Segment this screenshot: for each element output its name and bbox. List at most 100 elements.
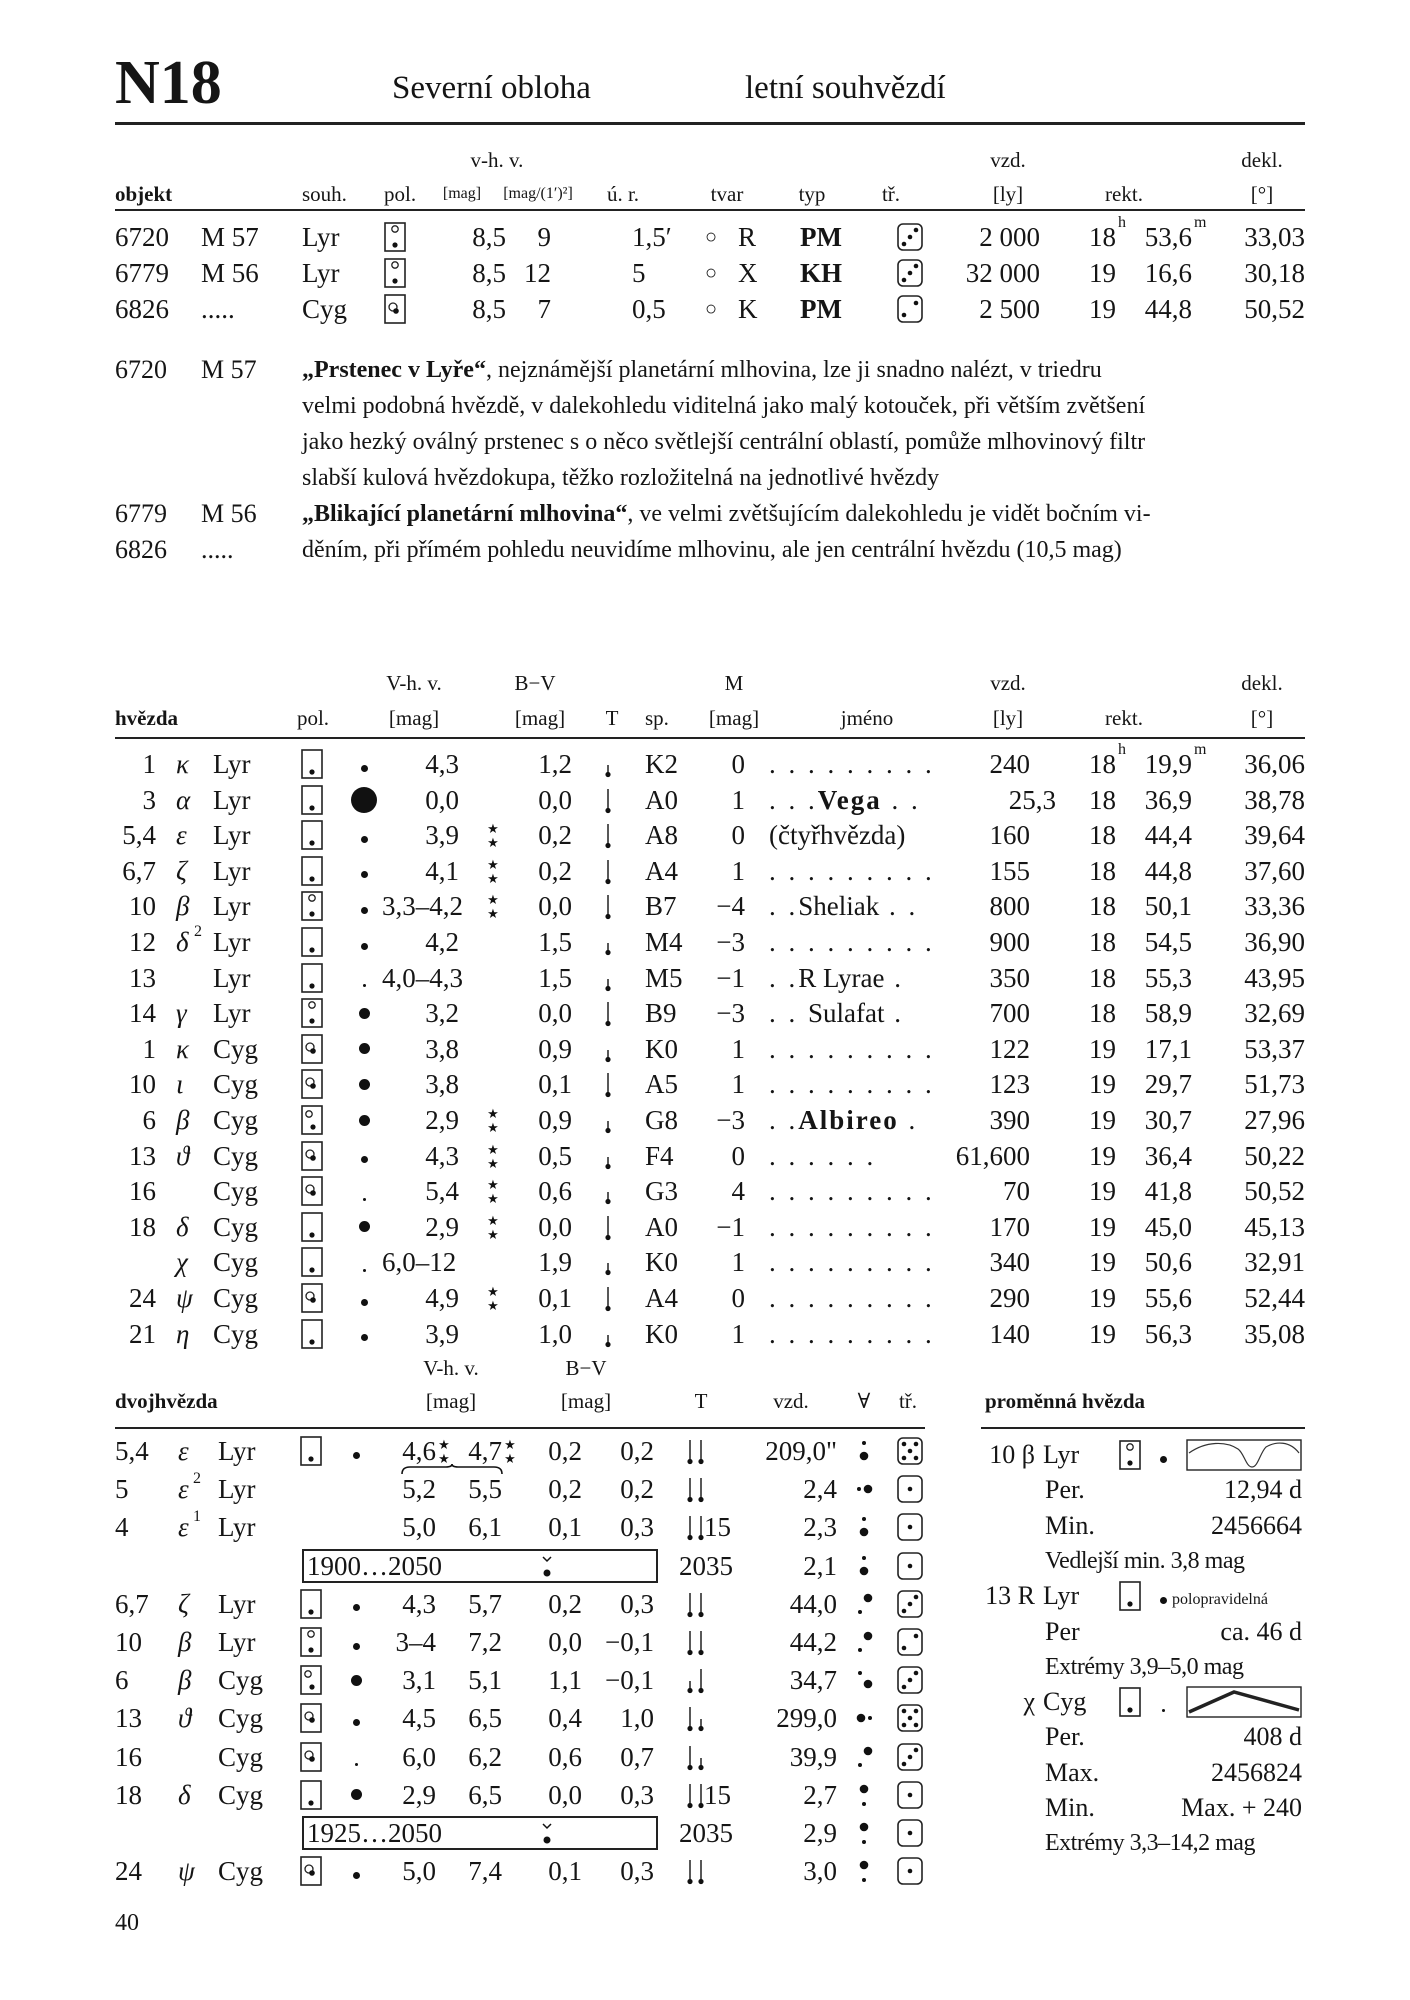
star-constellation: Cyg	[213, 1033, 259, 1064]
primary-magnitude: 6,0	[402, 1741, 436, 1772]
description-object-name: „Blikající planetární mlhovina“	[302, 501, 628, 527]
star-declination: 43,95	[1244, 962, 1305, 993]
star-name: (čtyřhvězda)	[769, 820, 905, 850]
star-color-index: 1,2	[538, 749, 572, 779]
star-spectral-type: A5	[645, 1069, 678, 1100]
col-pol-label: pol.	[384, 182, 417, 206]
double-number: 5	[115, 1474, 129, 1505]
star-absolute-magnitude: 4	[731, 1176, 746, 1207]
description-ngc: 6779	[115, 499, 167, 528]
svg-text:★: ★	[487, 1106, 499, 1121]
star-ra-hours: 18	[1089, 784, 1116, 815]
primary-color-index: 0,6	[548, 1741, 582, 1772]
star-declination: 52,44	[1244, 1283, 1305, 1313]
difficulty-dice-icon	[897, 1780, 923, 1814]
star-color-index: 1,5	[538, 962, 572, 993]
double-constellation: Cyg	[218, 1741, 264, 1772]
star-brightness-dot-icon	[360, 831, 369, 849]
primary-color-index: 1,1	[548, 1665, 582, 1696]
star-name-leader: . . . . . . . . .	[769, 1033, 935, 1064]
orbit-motion-icon	[540, 1551, 554, 1586]
color-temperature-icon	[686, 1512, 694, 1547]
object-magnitude: 8,5	[472, 222, 506, 252]
primary-magnitude: 5,0	[402, 1856, 436, 1887]
variable-note: Vedlejší min. 3,8 mag	[1045, 1547, 1245, 1574]
star-name: . . . . . .	[769, 1141, 876, 1171]
object-constellation: Lyr	[302, 222, 340, 252]
star-brightness-dot-icon	[358, 1114, 371, 1132]
col-deg-label: [°]	[1250, 706, 1274, 730]
description-text: jako hezký oválný prstenec s o něco svět…	[302, 429, 1146, 455]
secondary-color-index: 0,3	[620, 1779, 654, 1810]
star-magnitude: 3,8	[425, 1033, 459, 1064]
star-constellation: Cyg	[213, 1283, 259, 1313]
star-name: . . . . . . . . .	[769, 1176, 935, 1206]
star-ra-hours: 19	[1089, 1318, 1116, 1349]
star-brightness-dot-icon	[362, 1260, 367, 1278]
star-constellation: Cyg	[213, 1176, 259, 1207]
header-rule	[115, 209, 1305, 211]
orbit-motion-icon	[540, 1818, 554, 1853]
object-ra-hours: 18	[1089, 222, 1116, 252]
star-brightness-dot-icon	[352, 1714, 361, 1732]
star-distance: 122	[989, 1033, 1031, 1064]
star-distance: 70	[1003, 1176, 1030, 1207]
star-constellation: Lyr	[213, 784, 251, 815]
position-angle-icon	[855, 1627, 873, 1662]
star-number: 21	[129, 1318, 156, 1349]
star-constellation: Cyg	[213, 1318, 259, 1349]
star-ra-minutes: 17,1	[1144, 1033, 1192, 1064]
field-of-view-icon	[301, 927, 323, 962]
difficulty-dice-icon	[897, 1513, 923, 1546]
primary-color-index: 0,0	[548, 1779, 582, 1810]
star-constellation: Cyg	[213, 1105, 259, 1135]
star-spectral-type: B7	[645, 891, 677, 922]
description-text: velmi podobná hvězdě, v dalekohledu vidi…	[302, 393, 1146, 419]
star-brightness-dot-icon	[358, 1078, 371, 1096]
variable-param-label: Min.	[1045, 1793, 1095, 1822]
object-ngc: 6826	[115, 294, 169, 324]
orbit-period-box	[302, 1548, 658, 1583]
field-of-view-icon	[301, 1318, 323, 1354]
star-color-index: 0,1	[538, 1069, 572, 1100]
brace-icon	[400, 1463, 504, 1481]
field-of-view-icon	[301, 1069, 323, 1104]
double-greek-letter: ε	[178, 1512, 189, 1543]
star-color-index: 0,5	[538, 1140, 572, 1171]
star-color-index: 0,1	[538, 1283, 572, 1313]
star-greek-letter: ε	[176, 820, 187, 851]
star-name-trailer: . .	[881, 784, 921, 815]
field-of-view-icon	[301, 891, 323, 926]
star-absolute-magnitude: −3	[716, 998, 745, 1029]
color-temperature-icon	[697, 1589, 705, 1624]
star-name-leader: . .	[769, 1105, 799, 1135]
object-declination: 30,18	[1244, 258, 1305, 288]
primary-magnitude: 3–4	[395, 1627, 437, 1657]
col-size-label: ú. r.	[606, 182, 640, 206]
object-ra-minutes: 44,8	[1144, 294, 1192, 324]
color-temperature-icon	[697, 1742, 705, 1777]
star-color-index: 0,9	[538, 1033, 572, 1064]
star-declination: 39,64	[1244, 820, 1305, 851]
color-temperature-icon	[686, 1436, 694, 1471]
object-type: PM	[800, 222, 842, 252]
star-greek-letter: ψ	[176, 1283, 193, 1313]
star-constellation: Lyr	[213, 749, 251, 779]
star-brightness-dot-icon	[360, 902, 369, 920]
star-name-trailer: .	[884, 962, 904, 993]
difficulty-dice-icon	[897, 1628, 923, 1661]
color-temperature-icon	[604, 856, 612, 891]
svg-text:★: ★	[487, 906, 499, 920]
star-ra-hours: 19	[1089, 1105, 1116, 1135]
difficulty-dice-icon	[897, 1551, 923, 1585]
star-declination: 35,08	[1244, 1318, 1305, 1349]
variable-type-label: polopravidelná	[1172, 1591, 1268, 1609]
object-declination: 50,52	[1244, 294, 1305, 324]
star-constellation: Lyr	[213, 891, 251, 922]
star-magnitude: 4,1	[425, 855, 459, 886]
star-greek-letter: δ	[176, 1211, 189, 1242]
star-ra-hours: 18	[1089, 891, 1116, 922]
star-spectral-type: K0	[645, 1318, 678, 1349]
variable-star-id: 10 β	[989, 1440, 1035, 1469]
col-absmag-unit-label: [mag]	[708, 706, 760, 730]
